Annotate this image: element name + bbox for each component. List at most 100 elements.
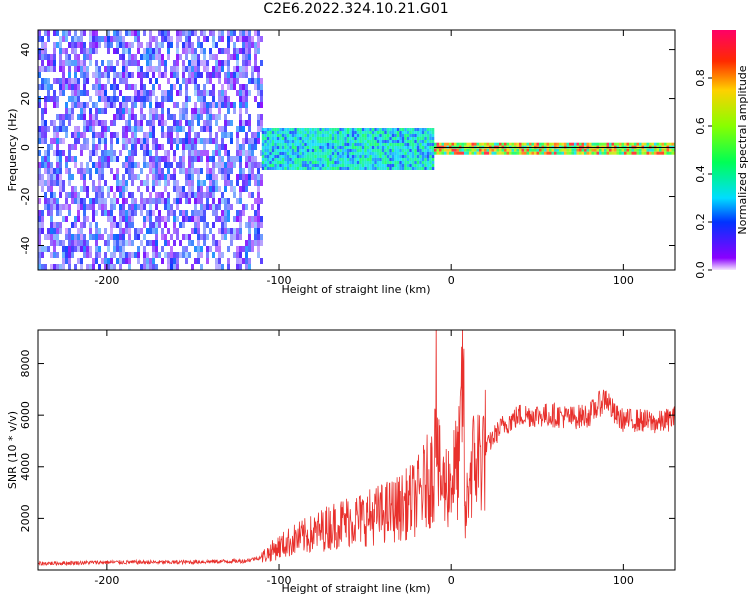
heatmap-cell xyxy=(396,167,400,170)
heatmap-cell xyxy=(474,151,477,155)
heatmap-cell xyxy=(549,148,552,152)
heatmap-cell xyxy=(289,134,292,137)
heatmap-cell xyxy=(158,120,161,126)
heatmap-cell xyxy=(41,114,44,120)
heatmap-cell xyxy=(294,143,297,146)
heatmap-cell xyxy=(230,228,233,234)
heatmap-cell xyxy=(404,164,407,167)
heatmap-cell xyxy=(131,204,134,210)
heatmap-cell xyxy=(65,258,68,264)
heatmap-cell xyxy=(68,156,71,162)
heatmap-cell xyxy=(604,142,607,146)
heatmap-cell xyxy=(411,137,415,140)
heatmap-cell xyxy=(50,168,53,174)
heatmap-cell xyxy=(281,134,285,137)
heatmap-cell xyxy=(434,148,437,152)
heatmap-cell xyxy=(276,161,280,164)
heatmap-cell xyxy=(59,186,62,192)
heatmap-cell xyxy=(394,158,397,161)
heatmap-cell xyxy=(666,151,669,155)
heatmap-cell xyxy=(68,72,71,78)
heatmap-cell xyxy=(152,144,155,150)
heatmap-cell xyxy=(354,137,357,140)
heatmap-cell xyxy=(44,204,47,210)
heatmap-cell xyxy=(206,66,209,72)
heatmap-cell xyxy=(344,143,347,146)
heatmap-cell xyxy=(122,144,125,150)
heatmap-cell xyxy=(591,142,594,146)
heatmap-cell xyxy=(62,252,65,258)
heatmap-cell xyxy=(107,30,110,36)
heatmap-cell xyxy=(424,146,427,149)
heatmap-cell xyxy=(321,161,325,164)
heatmap-cell xyxy=(396,161,400,164)
heatmap-cell xyxy=(479,142,482,146)
heatmap-cell xyxy=(631,142,634,146)
heatmap-cell xyxy=(110,222,113,228)
heatmap-cell xyxy=(149,96,152,102)
heatmap-cell xyxy=(59,174,62,180)
heatmap-cell xyxy=(146,240,149,246)
heatmap-cell xyxy=(122,102,125,108)
heatmap-cell xyxy=(95,84,98,90)
heatmap-cell xyxy=(170,36,173,42)
heatmap-cell xyxy=(349,134,352,137)
heatmap-cell xyxy=(326,134,330,137)
heatmap-cell xyxy=(257,222,260,228)
heatmap-cell xyxy=(212,36,215,42)
heatmap-cell xyxy=(179,156,182,162)
heatmap-cell xyxy=(80,264,83,270)
heatmap-cell xyxy=(371,143,375,146)
heatmap-cell xyxy=(206,168,209,174)
heatmap-cell xyxy=(496,142,499,146)
heatmap-cell xyxy=(266,146,270,149)
heatmap-cell xyxy=(366,161,370,164)
heatmap-cell xyxy=(77,96,80,102)
heatmap-cell xyxy=(276,149,280,152)
heatmap-cell xyxy=(631,148,634,152)
heatmap-cell xyxy=(411,155,415,158)
heatmap-cell xyxy=(209,174,212,180)
heatmap-cell xyxy=(197,258,200,264)
heatmap-cell xyxy=(125,126,128,132)
heatmap-cell xyxy=(634,151,637,155)
heatmap-cell xyxy=(152,228,155,234)
heatmap-cell xyxy=(239,174,242,180)
heatmap-cell xyxy=(514,142,517,146)
heatmap-cell xyxy=(203,138,206,144)
heatmap-cell xyxy=(351,158,355,161)
heatmap-cell xyxy=(431,161,435,164)
heatmap-cell xyxy=(349,128,352,131)
heatmap-cell xyxy=(212,156,215,162)
heatmap-cell xyxy=(230,168,233,174)
heatmap-cell xyxy=(446,148,449,152)
heatmap-cell xyxy=(167,216,170,222)
heatmap-cell xyxy=(134,102,137,108)
heatmap-cell xyxy=(113,132,116,138)
heatmap-cell xyxy=(116,180,119,186)
heatmap-cell xyxy=(116,198,119,204)
heatmap-cell xyxy=(188,66,191,72)
spectrogram-x-label: Height of straight line (km) xyxy=(281,283,430,296)
heatmap-cell xyxy=(89,42,92,48)
heatmap-cell xyxy=(212,174,215,180)
heatmap-cell xyxy=(346,137,350,140)
heatmap-cell xyxy=(44,138,47,144)
heatmap-cell xyxy=(98,72,101,78)
heatmap-cell xyxy=(359,149,362,152)
heatmap-cell xyxy=(224,72,227,78)
heatmap-cell xyxy=(191,216,194,222)
heatmap-cell xyxy=(391,131,395,134)
heatmap-cell xyxy=(104,96,107,102)
heatmap-cell xyxy=(329,140,332,143)
heatmap-cell xyxy=(77,210,80,216)
heatmap-cell xyxy=(399,167,402,170)
heatmap-cell xyxy=(354,131,357,134)
heatmap-cell xyxy=(149,42,152,48)
heatmap-cell xyxy=(98,132,101,138)
heatmap-cell xyxy=(218,246,221,252)
heatmap-cell xyxy=(391,152,395,155)
heatmap-cell xyxy=(257,102,260,108)
heatmap-cell xyxy=(364,158,367,161)
heatmap-cell xyxy=(140,168,143,174)
